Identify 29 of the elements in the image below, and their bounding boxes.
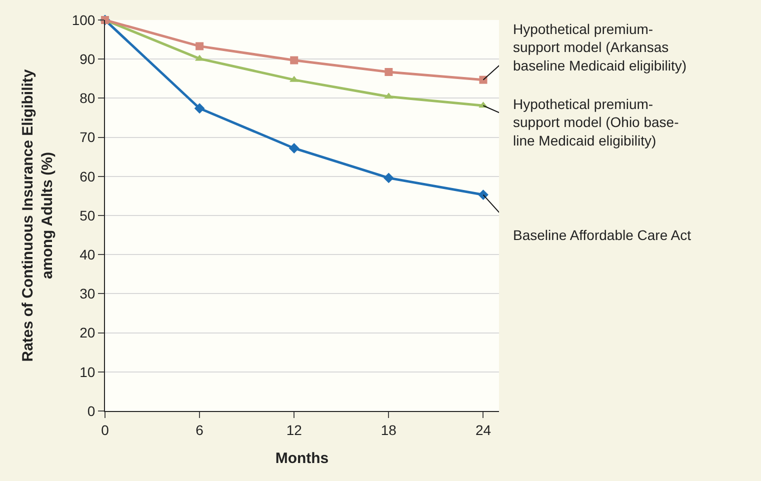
point [384,68,393,76]
y-tick-label: 0 [87,402,96,419]
series-label: Hypothetical premium- support model (Arkansas baseline Medicaid eligibility) [513,21,687,74]
point [196,42,204,50]
x-tick-label: 24 [475,422,492,438]
y-tick-label: 100 [72,12,96,28]
y-tick-label: 70 [80,129,96,146]
point [288,143,300,154]
y-tick-label: 60 [80,168,96,184]
x-tick-label: 6 [196,422,204,438]
x-tick-label: 0 [101,422,110,438]
point [478,190,488,200]
y-tick-label: 40 [80,246,96,262]
series-label: Hypothetical premium- support model (Ohio base- line Medicaid eligibility) [513,96,680,148]
y-tick-label: 30 [80,286,96,302]
x-tick-label: 12 [286,422,302,438]
y-tick-label: 80 [80,90,96,106]
x-tick-label: 18 [380,422,397,438]
x-axis-title: Months [275,450,329,467]
point [194,103,205,114]
point [383,172,394,184]
y-tick-label: 50 [80,207,96,224]
y-axis-title: Rates of Continuous Insurance Eligibility among Adults (%) [20,68,56,362]
point [479,76,488,84]
point [290,56,298,64]
y-tick-label: 20 [80,324,96,341]
text: Baseline Affordable Care Act [513,227,692,243]
y-tick-label: 10 [80,364,96,380]
y-tick-label: 90 [80,51,96,67]
